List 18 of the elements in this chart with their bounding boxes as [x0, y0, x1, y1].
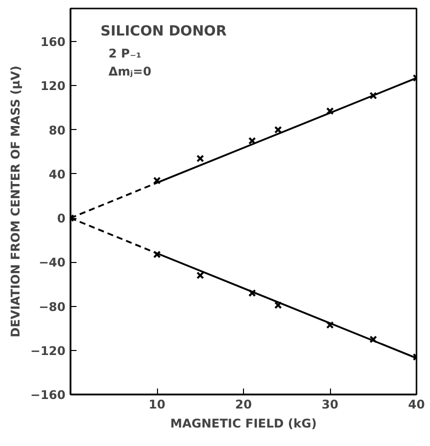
x-axis-title: MAGNETIC FIELD (kG): [170, 416, 317, 430]
y-tick-label: −120: [30, 344, 66, 358]
y-tick-label: −40: [38, 256, 66, 270]
y-tick-label: 0: [57, 212, 66, 226]
annotation: 2 P₋₁: [108, 46, 142, 60]
x-tick-label: 30: [322, 398, 338, 412]
x-tick-label: 10: [148, 398, 166, 412]
y-tick-label: 40: [48, 167, 66, 182]
x-tick-label: 40: [408, 398, 425, 412]
y-tick-label: −80: [38, 300, 66, 314]
y-axis-title: DEVIATION FROM CENTER OF MASS (μV): [8, 66, 22, 338]
y-tick-label: 120: [40, 79, 66, 94]
x-tick-label: 20: [235, 398, 252, 412]
annotation: SILICON DONOR: [100, 24, 227, 40]
annotation: Δmⱼ=0: [108, 64, 152, 78]
y-tick-label: 160: [40, 35, 66, 50]
y-tick-label: −160: [30, 388, 66, 402]
y-tick-label: 80: [48, 123, 66, 138]
